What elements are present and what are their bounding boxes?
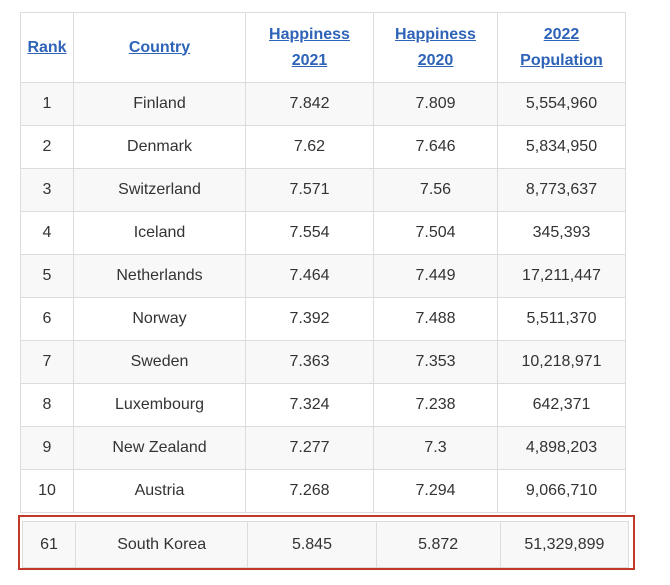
happiness-2021-cell: 7.464 — [245, 254, 374, 298]
happiness-2021-cell: 7.277 — [245, 426, 374, 470]
happiness-2020-cell: 7.809 — [373, 82, 498, 126]
country-cell: New Zealand — [73, 426, 246, 470]
table-row: 8 Luxembourg 7.324 7.238 642,371 — [20, 383, 626, 427]
header-rank[interactable]: Rank — [20, 12, 74, 83]
country-cell: Norway — [73, 297, 246, 341]
happiness-2021-cell: 7.268 — [245, 469, 374, 513]
rank-cell: 3 — [20, 168, 74, 212]
highlighted-row-box: 61 South Korea 5.845 5.872 51,329,899 — [18, 515, 635, 570]
population-cell: 8,773,637 — [497, 168, 626, 212]
sort-population-2022-link[interactable]: 2022 Population — [520, 26, 603, 69]
table-row: 9 New Zealand 7.277 7.3 4,898,203 — [20, 426, 626, 470]
happiness-2021-cell: 7.842 — [245, 82, 374, 126]
sort-rank-link[interactable]: Rank — [27, 38, 67, 56]
table-row: 2 Denmark 7.62 7.646 5,834,950 — [20, 125, 626, 169]
rank-cell: 4 — [20, 211, 74, 255]
happiness-2021-cell: 7.324 — [245, 383, 374, 427]
population-cell: 5,554,960 — [497, 82, 626, 126]
header-line-2: 2021 — [291, 51, 328, 69]
population-cell: 4,898,203 — [497, 426, 626, 470]
happiness-table-container: Rank Country Happiness 2021 Happiness 2020… — [20, 12, 626, 513]
header-happiness-2021[interactable]: Happiness 2021 — [245, 12, 374, 83]
country-cell: Finland — [73, 82, 246, 126]
sort-country-link[interactable]: Country — [128, 38, 191, 56]
population-cell: 10,218,971 — [497, 340, 626, 384]
happiness-2020-cell: 7.646 — [373, 125, 498, 169]
country-cell: Denmark — [73, 125, 246, 169]
rank-cell: 8 — [20, 383, 74, 427]
header-line-1: Happiness — [395, 25, 476, 43]
table-row: 5 Netherlands 7.464 7.449 17,211,447 — [20, 254, 626, 298]
rank-cell: 61 — [21, 521, 77, 568]
country-cell: Sweden — [73, 340, 246, 384]
table-row: 3 Switzerland 7.571 7.56 8,773,637 — [20, 168, 626, 212]
happiness-2020-cell: 7.353 — [373, 340, 498, 384]
header-population-2022[interactable]: 2022 Population — [497, 12, 626, 83]
table-row: 6 Norway 7.392 7.488 5,511,370 — [20, 297, 626, 341]
rank-cell: 7 — [20, 340, 74, 384]
header-line-2: 2020 — [417, 51, 454, 69]
header-happiness-2020[interactable]: Happiness 2020 — [373, 12, 498, 83]
table-header: Rank Country Happiness 2021 Happiness 2020… — [20, 12, 626, 83]
header-row: Rank Country Happiness 2021 Happiness 2020… — [20, 12, 626, 83]
highlighted-table-row: 61 South Korea 5.845 5.872 51,329,899 — [21, 521, 630, 568]
table-row: 7 Sweden 7.363 7.353 10,218,971 — [20, 340, 626, 384]
rank-cell: 5 — [20, 254, 74, 298]
happiness-2020-cell: 7.294 — [373, 469, 498, 513]
header-line-1: 2022 — [543, 25, 580, 43]
happiness-2021-cell: 7.554 — [245, 211, 374, 255]
country-cell: Switzerland — [73, 168, 246, 212]
population-cell: 51,329,899 — [499, 521, 630, 568]
country-cell: Iceland — [73, 211, 246, 255]
country-cell: Austria — [73, 469, 246, 513]
population-cell: 5,834,950 — [497, 125, 626, 169]
population-cell: 642,371 — [497, 383, 626, 427]
header-line-2: Population — [520, 51, 603, 69]
table-body: 1 Finland 7.842 7.809 5,554,960 2 Denmar… — [20, 82, 626, 513]
happiness-2020-cell: 7.3 — [373, 426, 498, 470]
happiness-ranking-table: Rank Country Happiness 2021 Happiness 2020… — [20, 12, 626, 513]
sort-happiness-2020-link[interactable]: Happiness 2020 — [395, 26, 476, 69]
table-row: 1 Finland 7.842 7.809 5,554,960 — [20, 82, 626, 126]
rank-cell: 10 — [20, 469, 74, 513]
happiness-2020-cell: 7.56 — [373, 168, 498, 212]
rank-cell: 9 — [20, 426, 74, 470]
happiness-2021-cell: 7.571 — [245, 168, 374, 212]
happiness-2021-cell: 5.845 — [247, 521, 377, 568]
population-cell: 345,393 — [497, 211, 626, 255]
rank-cell: 2 — [20, 125, 74, 169]
table-row: 10 Austria 7.268 7.294 9,066,710 — [20, 469, 626, 513]
population-cell: 5,511,370 — [497, 297, 626, 341]
sort-happiness-2021-link[interactable]: Happiness 2021 — [269, 26, 350, 69]
header-country[interactable]: Country — [73, 12, 246, 83]
population-cell: 17,211,447 — [497, 254, 626, 298]
highlighted-row-table: 61 South Korea 5.845 5.872 51,329,899 — [21, 521, 630, 568]
rank-cell: 1 — [20, 82, 74, 126]
happiness-2020-cell: 7.449 — [373, 254, 498, 298]
happiness-2021-cell: 7.62 — [245, 125, 374, 169]
happiness-2020-cell: 5.872 — [375, 521, 501, 568]
header-line-1: Happiness — [269, 25, 350, 43]
happiness-2020-cell: 7.504 — [373, 211, 498, 255]
country-cell: Luxembourg — [73, 383, 246, 427]
country-cell: South Korea — [75, 521, 249, 568]
rank-cell: 6 — [20, 297, 74, 341]
country-cell: Netherlands — [73, 254, 246, 298]
population-cell: 9,066,710 — [497, 469, 626, 513]
happiness-2021-cell: 7.363 — [245, 340, 374, 384]
happiness-2020-cell: 7.238 — [373, 383, 498, 427]
happiness-2021-cell: 7.392 — [245, 297, 374, 341]
happiness-2020-cell: 7.488 — [373, 297, 498, 341]
table-row: 4 Iceland 7.554 7.504 345,393 — [20, 211, 626, 255]
